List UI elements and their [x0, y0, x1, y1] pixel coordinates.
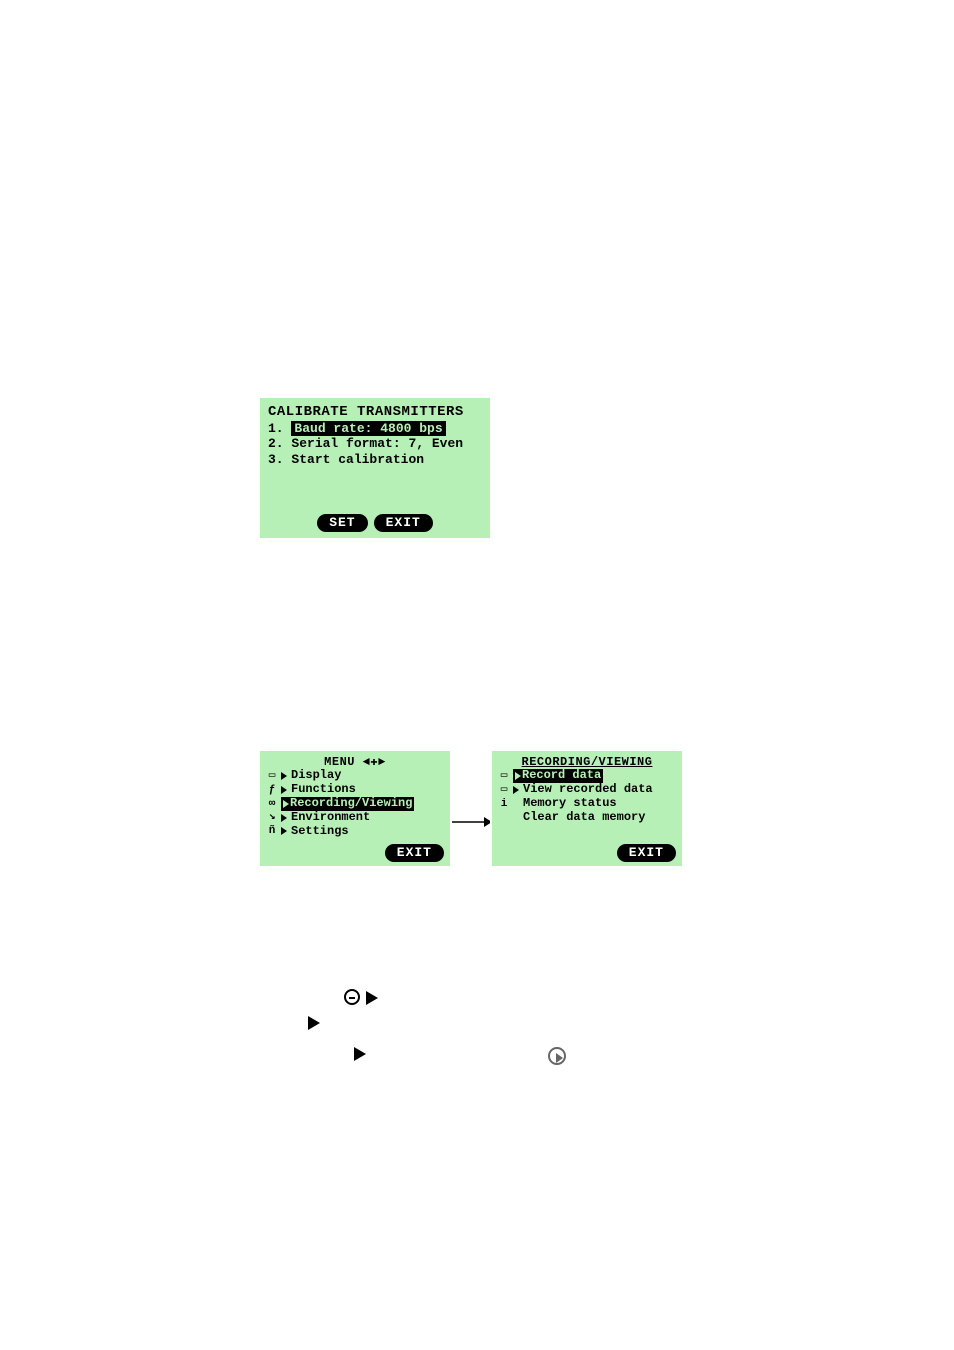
item-num: 2.: [268, 436, 284, 451]
menu-label: Display: [291, 769, 341, 783]
item-label: Start calibration: [291, 452, 424, 467]
menu-label: Environment: [291, 811, 370, 825]
arrow-icon: [283, 800, 289, 808]
screen1-item-3[interactable]: 3. Start calibration: [268, 452, 482, 468]
item-label: Serial format: 7, Even: [291, 436, 463, 451]
submenu-item-record[interactable]: ▭ Record data: [498, 769, 676, 783]
screen1-title: CALIBRATE TRANSMITTERS: [268, 404, 482, 421]
environment-icon: ↘: [266, 811, 278, 824]
exit-button[interactable]: EXIT: [374, 514, 433, 532]
play-icon: [366, 991, 378, 1005]
menu-item-display[interactable]: ▭ Display: [266, 769, 444, 783]
screen3-buttons: EXIT: [617, 844, 676, 862]
shortcut-play-icon: [548, 1047, 566, 1065]
recording-viewing-screen: RECORDING/VIEWING ▭ Record data ▭ View r…: [492, 751, 682, 866]
settings-icon: ñ: [266, 825, 278, 838]
display-icon: ▭: [266, 770, 278, 783]
circle-minus-icon: [344, 989, 360, 1005]
menu-item-recording[interactable]: ∞ Recording/Viewing: [266, 797, 444, 811]
item-num: 1.: [268, 421, 284, 436]
screen1-buttons: SET EXIT: [260, 514, 490, 532]
menu-screen: MENU ◄✚► ▭ Display ƒ Functions ∞ Recordi…: [260, 751, 450, 866]
screen2-buttons: EXIT: [385, 844, 444, 862]
menu-item-settings[interactable]: ñ Settings: [266, 825, 444, 839]
arrow-icon: [515, 772, 521, 780]
exit-button[interactable]: EXIT: [385, 844, 444, 862]
menu-item-environment[interactable]: ↘ Environment: [266, 811, 444, 825]
arrow-icon: [281, 772, 287, 780]
item-label-highlighted: Baud rate: 4800 bps: [291, 421, 445, 437]
arrow-icon: [281, 814, 287, 822]
screen2-title: MENU ◄✚►: [266, 755, 444, 769]
menu-label-highlighted: Recording/Viewing: [290, 797, 412, 811]
info-icon: i: [498, 798, 510, 811]
recording-icon: ∞: [266, 798, 278, 811]
arrow-icon: [513, 786, 519, 794]
calibrate-screen: CALIBRATE TRANSMITTERS 1. Baud rate: 480…: [260, 398, 490, 538]
menu-label: Functions: [291, 783, 356, 797]
set-button[interactable]: SET: [317, 514, 367, 532]
functions-icon: ƒ: [266, 784, 278, 797]
submenu-label: Memory status: [523, 797, 617, 811]
play-icon: [308, 1016, 320, 1035]
arrow-icon: [281, 827, 287, 835]
exit-button[interactable]: EXIT: [617, 844, 676, 862]
screen3-title: RECORDING/VIEWING: [498, 755, 676, 769]
screen1-item-2[interactable]: 2. Serial format: 7, Even: [268, 436, 482, 452]
arrow-icon: [281, 786, 287, 794]
menu-label: Settings: [291, 825, 349, 839]
submenu-label: View recorded data: [523, 783, 653, 797]
transition-arrow-icon: [452, 812, 490, 835]
folder-icon: ▭: [498, 784, 510, 797]
screen1-item-1[interactable]: 1. Baud rate: 4800 bps: [268, 421, 482, 437]
submenu-item-view[interactable]: ▭ View recorded data: [498, 783, 676, 797]
submenu-label-highlighted: Record data: [522, 769, 601, 783]
folder-icon: ▭: [498, 770, 510, 783]
submenu-item-clear[interactable]: Clear data memory: [498, 811, 676, 825]
submenu-item-memstatus[interactable]: i Memory status: [498, 797, 676, 811]
submenu-label: Clear data memory: [523, 811, 645, 825]
play-icon: [354, 1047, 366, 1066]
item-num: 3.: [268, 452, 284, 467]
menu-item-functions[interactable]: ƒ Functions: [266, 783, 444, 797]
